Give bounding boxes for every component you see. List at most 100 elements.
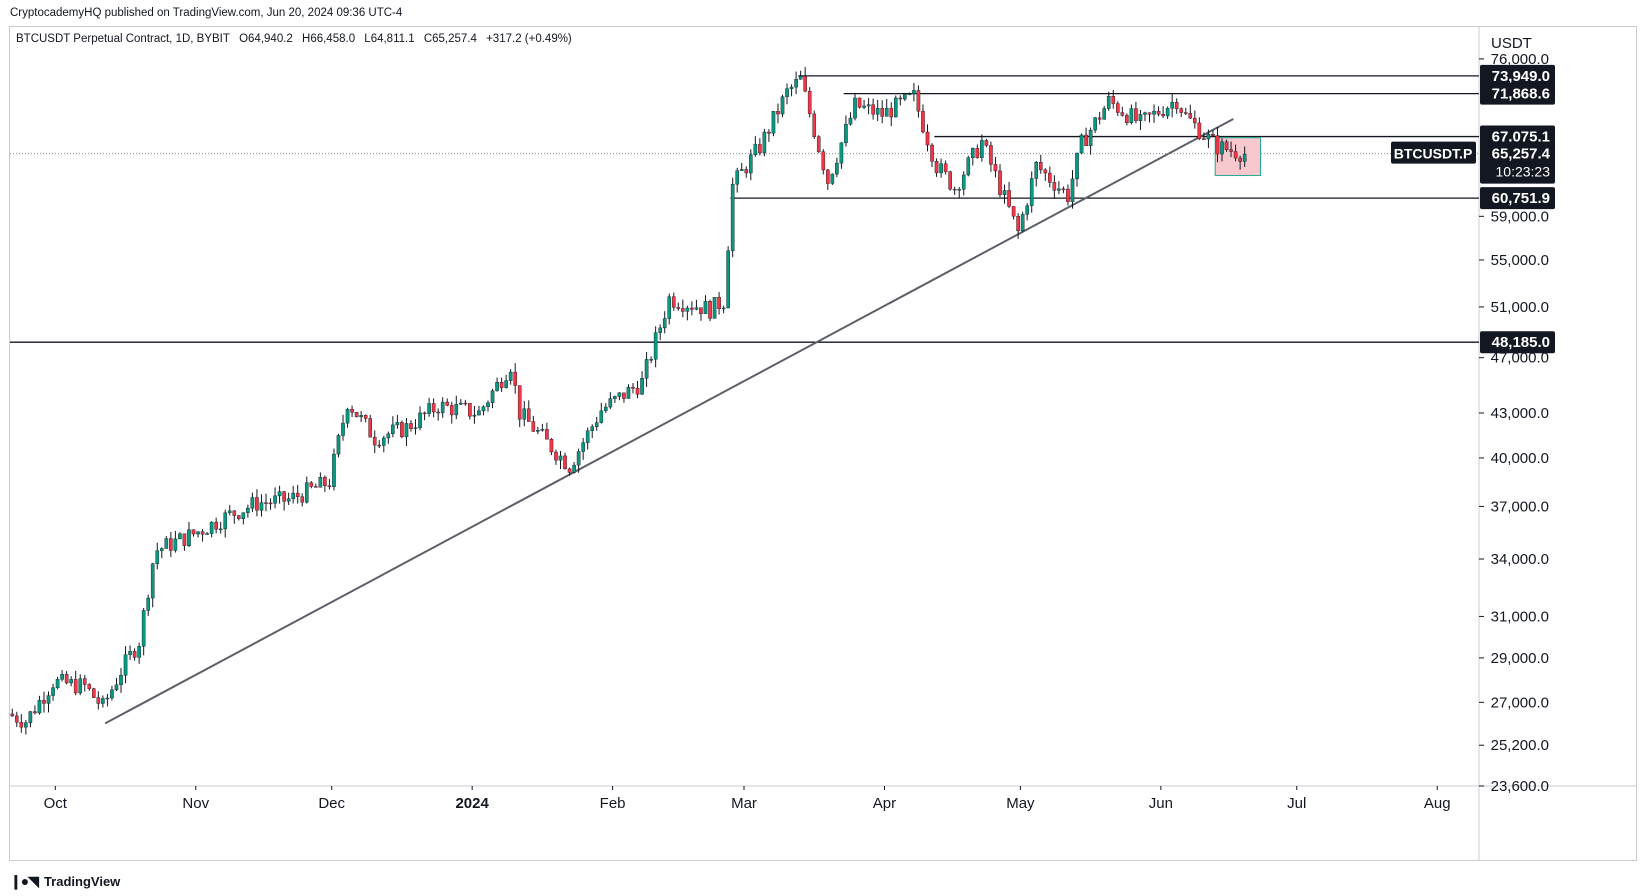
candle-body: [508, 371, 513, 381]
symbol-ohlc-legend: BTCUSDT Perpetual Contract, 1D, BYBIT O6…: [16, 33, 578, 45]
candle-body: [604, 406, 608, 412]
candle-body: [921, 110, 925, 133]
candle-body: [1152, 110, 1156, 115]
candle-body: [304, 482, 309, 503]
y-tick-label: 47,000.0: [1491, 350, 1549, 367]
candle-body: [1229, 149, 1233, 152]
candle-body: [975, 148, 980, 158]
candle-body: [549, 439, 554, 453]
candle-body: [631, 386, 635, 389]
candle-body: [943, 163, 948, 172]
y-tick-label: 43,000.0: [1491, 405, 1549, 422]
candle-body: [708, 301, 712, 319]
candle-body: [200, 531, 205, 535]
candle-body: [218, 528, 223, 531]
ohlc-close: C65,257.4: [423, 33, 477, 45]
candle-body: [182, 533, 187, 546]
candle-body: [377, 444, 382, 447]
candle-body: [354, 412, 359, 418]
candle-body: [961, 174, 966, 190]
ohlc-open: O64,940.2: [239, 33, 293, 45]
candle-body: [169, 538, 173, 551]
candle-body: [617, 392, 622, 397]
candle-body: [372, 436, 377, 446]
x-tick-label: Jun: [1149, 795, 1173, 812]
bar-countdown: 10:23:23: [1496, 164, 1551, 180]
candle-body: [1088, 129, 1093, 146]
candle-body: [1202, 138, 1206, 140]
candles: [10, 67, 1247, 735]
x-tick-label: Dec: [318, 795, 345, 812]
candle-body: [934, 161, 939, 174]
candle-body: [513, 371, 517, 386]
candle-body: [835, 162, 839, 175]
candle-body: [848, 117, 853, 125]
candle-body: [336, 435, 341, 455]
candle-body: [259, 502, 264, 511]
candle-body: [42, 700, 46, 704]
candle-body: [585, 430, 590, 443]
candle-body: [504, 380, 508, 388]
candle-body: [889, 107, 894, 118]
highlight-box: [1214, 137, 1262, 177]
candle-body: [472, 414, 477, 417]
candle-body: [794, 79, 798, 88]
x-tick-label: Aug: [1424, 795, 1451, 812]
price-level-label: 48,185.0: [1492, 334, 1550, 351]
candle-body: [545, 429, 549, 440]
candle-body: [635, 388, 640, 395]
y-tick-label: 59,000.0: [1491, 208, 1549, 225]
candle-body: [1206, 133, 1211, 140]
candle-body: [24, 722, 28, 728]
y-tick-label: 37,000.0: [1491, 498, 1549, 515]
candle-body: [1016, 216, 1020, 232]
candle-body: [159, 548, 164, 551]
candle-body: [839, 142, 844, 164]
candle-body: [952, 188, 957, 191]
candle-body: [1143, 112, 1147, 115]
candle-body: [1197, 122, 1202, 139]
candle-body: [454, 404, 459, 416]
candle-body: [853, 97, 857, 119]
candle-body: [753, 144, 758, 155]
candle-body: [46, 695, 51, 704]
candle-body: [563, 455, 567, 470]
tradingview-brand[interactable]: ❙●◥ TradingView: [10, 873, 120, 890]
candle-body: [1070, 178, 1075, 202]
candle-body: [626, 386, 631, 399]
candle-body: [1125, 115, 1129, 124]
symbol-tag: BTCUSDT.P: [1394, 146, 1473, 162]
candle-body: [381, 437, 386, 446]
y-tick-label: 34,000.0: [1491, 551, 1549, 568]
candle-body: [1007, 190, 1011, 207]
candle-body: [137, 646, 141, 658]
candle-body: [327, 485, 332, 487]
y-tick-label: 51,000.0: [1491, 299, 1549, 316]
candle-body: [780, 96, 785, 115]
candle-body: [431, 403, 436, 413]
candle-body: [785, 88, 789, 97]
y-tick-label: 55,000.0: [1491, 252, 1549, 269]
candle-body: [1174, 102, 1179, 109]
candle-body: [1193, 117, 1197, 124]
candle-body: [821, 151, 826, 171]
candle-body: [445, 401, 450, 406]
candle-body: [807, 90, 812, 115]
candle-body: [536, 430, 540, 432]
candle-body: [1061, 188, 1066, 191]
candle-body: [599, 410, 604, 423]
candle-body: [948, 171, 952, 190]
candle-body: [1129, 108, 1134, 124]
candle-body: [82, 678, 87, 685]
candle-body: [191, 529, 196, 535]
candle-body: [830, 173, 835, 184]
candle-body: [594, 422, 599, 427]
candle-body: [1215, 135, 1220, 155]
candle-body: [758, 144, 762, 153]
candle-body: [1075, 152, 1079, 180]
ohlc-change: +317.2 (+0.49%): [486, 33, 572, 45]
candle-body: [1224, 141, 1229, 150]
candle-body: [744, 169, 749, 174]
x-tick-label: Oct: [44, 795, 68, 812]
